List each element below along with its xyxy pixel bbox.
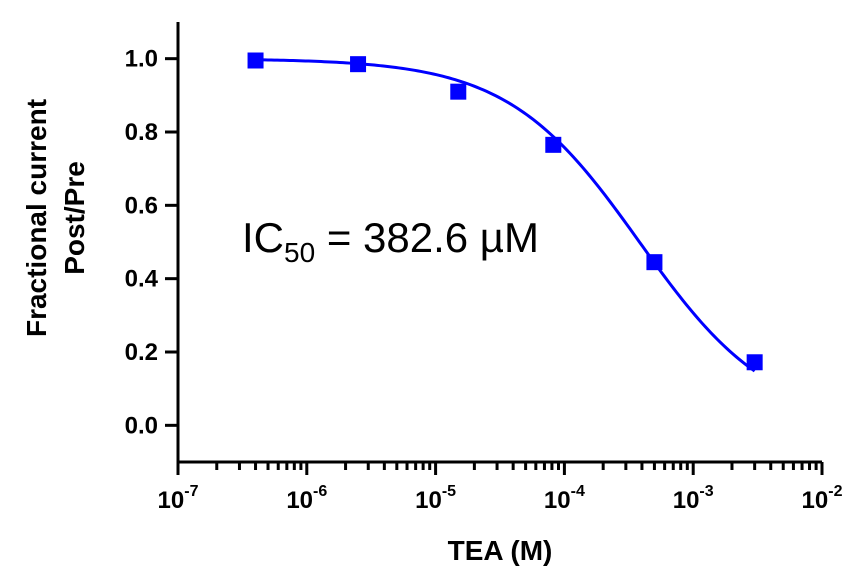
y-tick-label: 0.6 <box>125 192 158 219</box>
ic50-subscript: 50 <box>284 237 315 268</box>
x-tick-label: 10-5 <box>415 483 456 514</box>
x-tick-label: 10-7 <box>158 483 199 514</box>
y-tick-label: 0.0 <box>125 412 158 439</box>
x-tick-base: 10 <box>673 487 700 514</box>
ic50-annotation: IC50 = 382.6 µM <box>242 214 539 268</box>
data-point <box>746 354 763 371</box>
data-point <box>545 136 562 153</box>
x-tick-exponent: -3 <box>699 483 713 500</box>
x-tick-label: 10-6 <box>286 483 327 514</box>
x-tick-exponent: -6 <box>313 483 327 500</box>
y-axis-label-line-2: Post/Pre <box>59 161 90 275</box>
x-axis-label: TEA (M) <box>448 535 553 566</box>
x-tick-exponent: -4 <box>571 483 585 500</box>
x-tick-base: 10 <box>286 487 313 514</box>
ic50-suffix: = 382.6 µM <box>315 214 539 261</box>
fit-curve-layer <box>255 58 756 373</box>
ic50-prefix: IC <box>242 214 284 261</box>
y-axis-label-line-1: Fractional current <box>21 99 52 337</box>
y-tick-label: 0.2 <box>125 339 158 366</box>
fit-curve <box>255 58 756 373</box>
x-tick-base: 10 <box>544 487 571 514</box>
data-point <box>450 83 467 100</box>
y-tick-label: 0.8 <box>125 119 158 146</box>
x-tick-label: 10-3 <box>673 483 714 514</box>
data-point <box>646 254 663 271</box>
x-tick-exponent: -5 <box>442 483 456 500</box>
x-tick-exponent: -7 <box>184 483 198 500</box>
x-tick-base: 10 <box>802 487 829 514</box>
x-tick-exponent: -2 <box>828 483 842 500</box>
x-tick-label: 10-4 <box>544 483 585 514</box>
x-tick-base: 10 <box>415 487 442 514</box>
data-point <box>247 52 264 69</box>
x-tick-base: 10 <box>158 487 185 514</box>
y-tick-label: 1.0 <box>125 46 158 73</box>
data-point <box>350 56 367 73</box>
axes: 0.00.20.40.60.81.010-7 10-6 10-5 10-4 10-3 10… <box>125 22 843 514</box>
x-tick-label: 10-2 <box>802 483 843 514</box>
data-points <box>247 52 763 371</box>
y-tick-label: 0.4 <box>125 266 159 293</box>
